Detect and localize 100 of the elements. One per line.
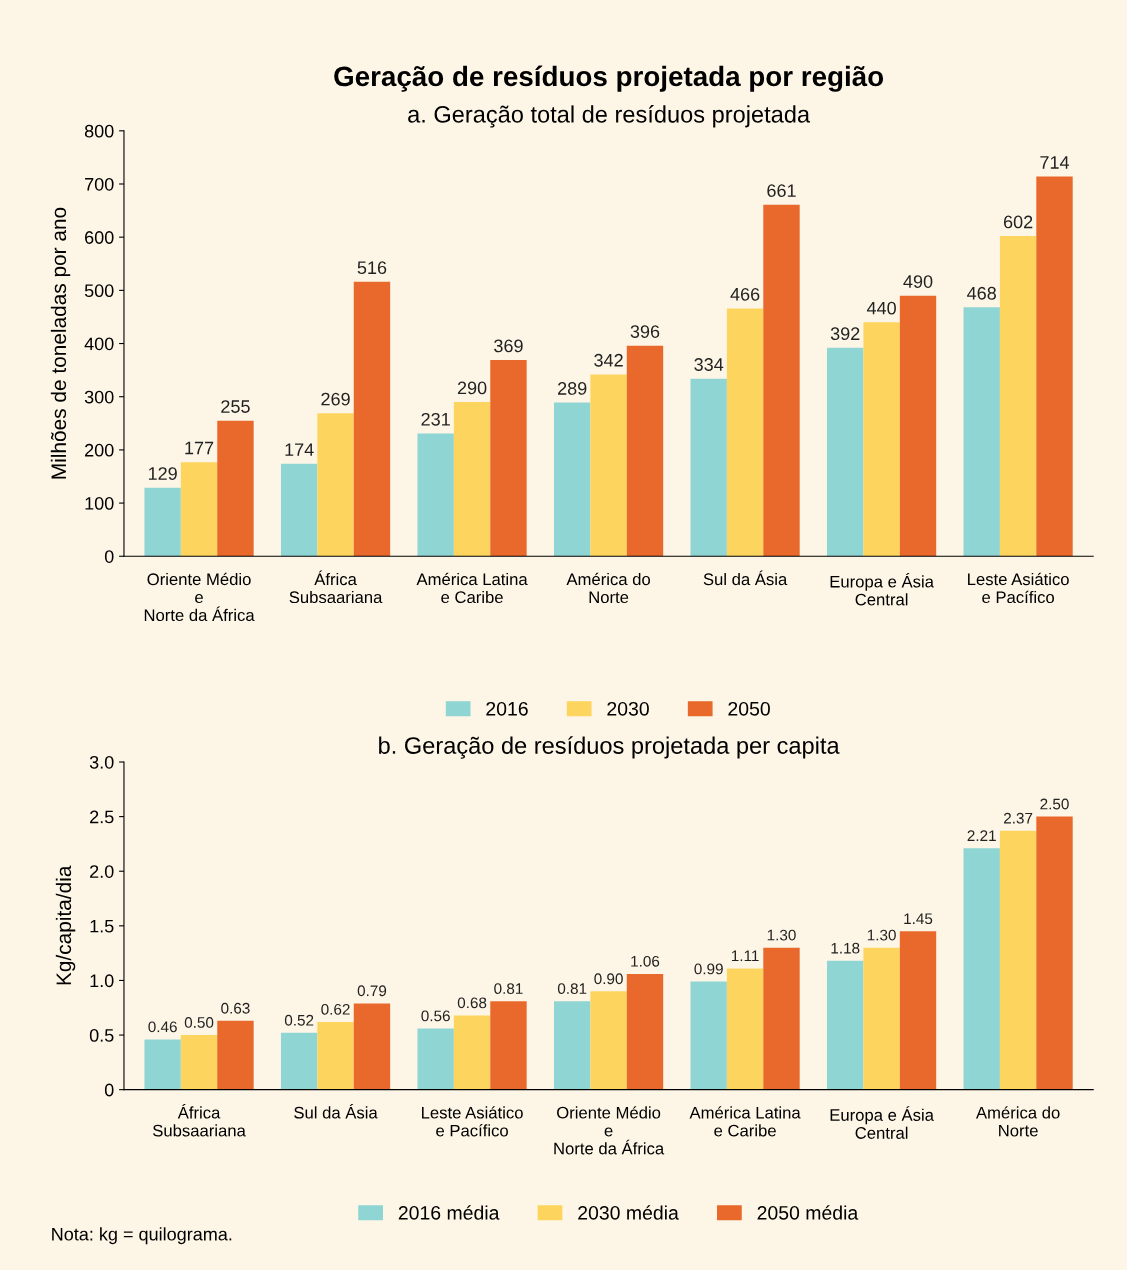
x-tick-label: América Latina e Caribe <box>416 572 528 604</box>
data-label: 0.99 <box>694 963 723 975</box>
bar <box>353 281 391 557</box>
bar <box>353 1003 391 1090</box>
bar <box>763 204 800 557</box>
y-tick-label: 0 <box>104 1083 114 1097</box>
bar <box>590 374 627 557</box>
legend-label: 2050 média <box>757 1205 859 1220</box>
data-label: 129 <box>148 467 177 480</box>
data-label: 289 <box>558 382 587 395</box>
bar <box>827 960 864 1090</box>
y-tick-label: 700 <box>85 177 114 191</box>
y-tick-label: 200 <box>85 443 114 457</box>
legend-label: 2030 <box>607 701 649 716</box>
data-label: 0.63 <box>221 1002 250 1014</box>
data-label: 490 <box>903 275 933 288</box>
data-label: 0.90 <box>594 973 623 985</box>
bar <box>144 487 181 557</box>
bar <box>626 345 664 557</box>
data-label: 602 <box>1003 215 1033 229</box>
y-tick-label: 600 <box>85 231 114 244</box>
bar <box>317 413 354 557</box>
data-label: 0.56 <box>421 1010 450 1022</box>
data-label: 0.46 <box>148 1021 177 1033</box>
bar <box>553 402 591 557</box>
data-label: 1.11 <box>731 950 759 962</box>
data-label: 1.18 <box>831 942 860 954</box>
data-label: 0.81 <box>557 983 587 995</box>
x-tick-label: Europa e Ásia Central <box>830 1106 934 1139</box>
chart-subtitle: a. Geração total de resíduos projetada <box>408 105 811 128</box>
data-label: 661 <box>767 184 796 197</box>
bar <box>863 947 900 1090</box>
data-label: 0.52 <box>284 1014 314 1026</box>
data-label: 714 <box>1040 156 1070 169</box>
bar <box>863 322 900 557</box>
bar <box>490 360 527 557</box>
data-label: 466 <box>730 287 760 301</box>
data-label: 392 <box>830 327 860 341</box>
x-tick-label: América do Norte <box>566 572 651 604</box>
x-tick-label: África Subsaariana <box>153 1103 246 1137</box>
y-tick-label: 2.0 <box>90 865 114 878</box>
y-tick-label: 300 <box>84 390 114 404</box>
bar <box>180 462 218 557</box>
y-tick-label: 800 <box>84 124 114 138</box>
y-tick-label: 0 <box>104 550 114 563</box>
bar <box>763 947 800 1090</box>
bar <box>317 1021 354 1090</box>
data-label: 0.68 <box>457 997 487 1009</box>
x-tick-label: Leste Asiático e Pacífico <box>422 1106 523 1137</box>
x-tick-label: Sul da Ásia <box>703 570 788 586</box>
data-label: 231 <box>421 412 450 426</box>
bar <box>690 378 727 557</box>
chart-title: b. Geração de resíduos projetada per capita <box>379 736 840 759</box>
y-tick-label: 400 <box>84 337 114 351</box>
data-label: 516 <box>357 261 387 275</box>
bar <box>899 931 937 1090</box>
legend-label: 2016 <box>486 701 528 716</box>
data-label: 1.30 <box>767 929 796 941</box>
y-tick-label: 2.5 <box>90 810 114 824</box>
data-label: 269 <box>321 392 350 406</box>
x-tick-label: Europa e Ásia Central <box>830 572 934 606</box>
data-label: 0.50 <box>184 1017 214 1028</box>
bar <box>217 420 254 557</box>
x-tick-label: América Latina e Caribe <box>689 1106 801 1137</box>
bar <box>453 1015 491 1090</box>
bar <box>180 1035 218 1090</box>
bar <box>1036 176 1073 557</box>
x-tick-label: América do Norte <box>976 1106 1060 1137</box>
y-tick-label: 0.5 <box>89 1028 114 1042</box>
legend-label: 2016 média <box>398 1205 500 1220</box>
y-axis-title: Kg/capita/dia <box>55 865 76 985</box>
bar <box>490 1001 527 1090</box>
data-label: 396 <box>630 325 660 338</box>
data-label: 342 <box>594 353 623 367</box>
bar <box>280 1032 318 1090</box>
y-tick-label: 1.5 <box>90 919 114 933</box>
bar <box>999 236 1037 557</box>
bar <box>417 433 454 557</box>
data-label: 174 <box>285 443 314 456</box>
bar <box>963 848 1000 1090</box>
data-label: 255 <box>221 400 250 413</box>
x-tick-label: Sul da Ásia <box>294 1103 378 1119</box>
bar <box>726 308 764 557</box>
legend-label: 2050 <box>728 701 770 716</box>
data-label: 290 <box>457 381 487 395</box>
bar <box>417 1028 454 1090</box>
bar <box>626 973 664 1090</box>
bar <box>827 347 864 557</box>
bar <box>280 463 318 557</box>
data-label: 177 <box>185 441 214 455</box>
data-label: 440 <box>866 301 896 315</box>
chart-title: Geração de resíduos projetada por região <box>334 65 884 92</box>
x-tick-label: África Subsaariana <box>289 570 383 604</box>
bar <box>963 307 1000 557</box>
y-axis-title: Milhões de toneladas por ano <box>50 207 71 479</box>
data-label: 1.30 <box>867 929 896 941</box>
data-label: 2.21 <box>967 830 996 841</box>
data-label: 0.62 <box>321 1003 350 1015</box>
bar <box>217 1020 254 1090</box>
y-tick-label: 100 <box>85 497 114 510</box>
